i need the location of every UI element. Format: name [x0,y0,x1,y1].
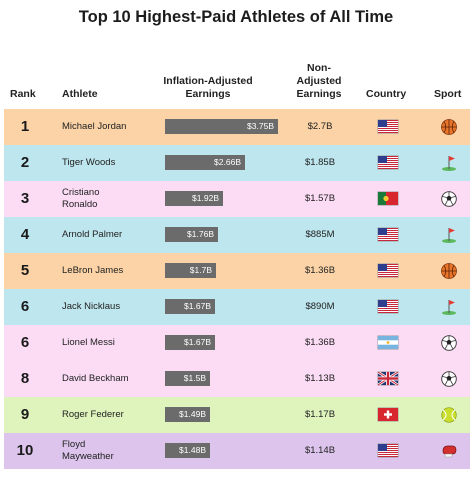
flag-usa-icon [378,228,398,241]
athlete-name: Lionel Messi [62,337,115,348]
rank-cell: 8 [20,370,30,387]
rank-cell: 3 [20,190,30,207]
rank-cell: 4 [20,226,30,243]
rank-cell: 2 [20,154,30,171]
chart-title: Top 10 Highest-Paid Athletes of All Time [78,8,394,26]
non-adjusted-value: $1.14B [304,445,336,456]
basketball-icon [440,118,458,136]
athlete-name: Floyd Mayweather [62,439,114,462]
non-adjusted-value: $1.13B [304,373,336,384]
table-row: 8 David Beckham $1.5B $1.13B [4,361,470,397]
athlete-name: Cristiano Ronaldo [62,187,100,210]
inflation-bar: $2.66B [165,155,245,170]
non-adjusted-value: $890M [305,301,335,312]
inflation-bar: $1.7B [165,263,216,278]
flag-usa-icon [378,264,398,277]
inflation-bar-label: $3.75B [247,121,274,131]
golf-icon [440,298,458,316]
non-adjusted-value: $1.17B [304,409,336,420]
non-adjusted-value: $2.7B [307,121,333,132]
header-inflation-adjusted: Inflation-Adjusted Earnings [163,75,253,100]
tennis-icon [440,406,458,424]
golf-icon [440,226,458,244]
inflation-bar: $1.67B [165,299,215,314]
athlete-name: Jack Nicklaus [62,301,121,312]
inflation-bar-label: $1.92B [192,193,219,203]
inflation-bar: $1.67B [165,335,215,350]
non-adjusted-value: $885M [305,229,335,240]
inflation-bar-label: $1.49B [179,409,206,419]
table-row: 9 Roger Federer $1.49B $1.17B [4,397,470,433]
flag-switzerland-icon [378,408,398,421]
rank-cell: 6 [20,298,30,315]
athlete-name: Tiger Woods [62,157,116,168]
non-adjusted-value: $1.36B [304,265,336,276]
non-adjusted-value: $1.57B [304,193,336,204]
flag-usa-icon [378,300,398,313]
flag-usa-icon [378,156,398,169]
athlete-name: Arnold Palmer [62,229,123,240]
table-row: 2 Tiger Woods $2.66B $1.85B [4,145,470,181]
flag-usa-icon [378,444,398,457]
soccer-icon [440,190,458,208]
table-row: 4 Arnold Palmer $1.76B $885M [4,217,470,253]
inflation-bar-label: $1.5B [183,373,206,383]
soccer-icon [440,370,458,388]
soccer-icon [440,334,458,352]
inflation-bar-label: $1.67B [184,337,211,347]
rank-cell: 9 [20,406,30,423]
athlete-name: Michael Jordan [62,121,127,132]
basketball-icon [440,262,458,280]
inflation-bar: $1.76B [165,227,218,242]
header-athlete: Athlete [62,88,98,100]
athlete-name: David Beckham [62,373,129,384]
header-non-adjusted: Non- Adjusted Earnings [296,62,342,100]
inflation-bar-label: $1.48B [179,445,206,455]
table-row: 5 LeBron James $1.7B $1.36B [4,253,470,289]
table-row: 6 Lionel Messi $1.67B $1.36B [4,325,470,361]
rank-cell: 6 [20,334,30,351]
inflation-bar: $3.75B [165,119,278,134]
rank-cell: 5 [20,262,30,279]
non-adjusted-value: $1.36B [304,337,336,348]
table-row: 1 Michael Jordan $3.75B $2.7B [4,109,470,145]
inflation-bar-label: $1.76B [187,229,214,239]
golf-icon [440,154,458,172]
rank-cell: 10 [16,442,34,459]
flag-usa-icon [378,120,398,133]
inflation-bar-label: $1.7B [189,265,212,275]
flag-portugal-icon [378,192,398,205]
flag-argentina-icon [378,336,398,349]
flag-uk-icon [378,372,398,385]
non-adjusted-value: $1.85B [304,157,336,168]
inflation-bar: $1.48B [165,443,210,458]
header-country: Country [366,88,407,100]
header-rank: Rank [10,88,36,100]
boxing-icon [440,442,458,460]
inflation-bar: $1.5B [165,371,210,386]
table-row: 3 Cristiano Ronaldo $1.92B $1.57B [4,181,470,217]
athlete-name: Roger Federer [62,409,124,420]
inflation-bar: $1.49B [165,407,210,422]
rank-cell: 1 [20,118,30,135]
inflation-bar-label: $2.66B [214,157,241,167]
athlete-name: LeBron James [62,265,124,276]
table-row: 10 Floyd Mayweather $1.48B $1.14B [4,433,470,469]
header-sport: Sport [434,88,462,100]
table-row: 6 Jack Nicklaus $1.67B $890M [4,289,470,325]
inflation-bar: $1.92B [165,191,223,206]
inflation-bar-label: $1.67B [184,301,211,311]
